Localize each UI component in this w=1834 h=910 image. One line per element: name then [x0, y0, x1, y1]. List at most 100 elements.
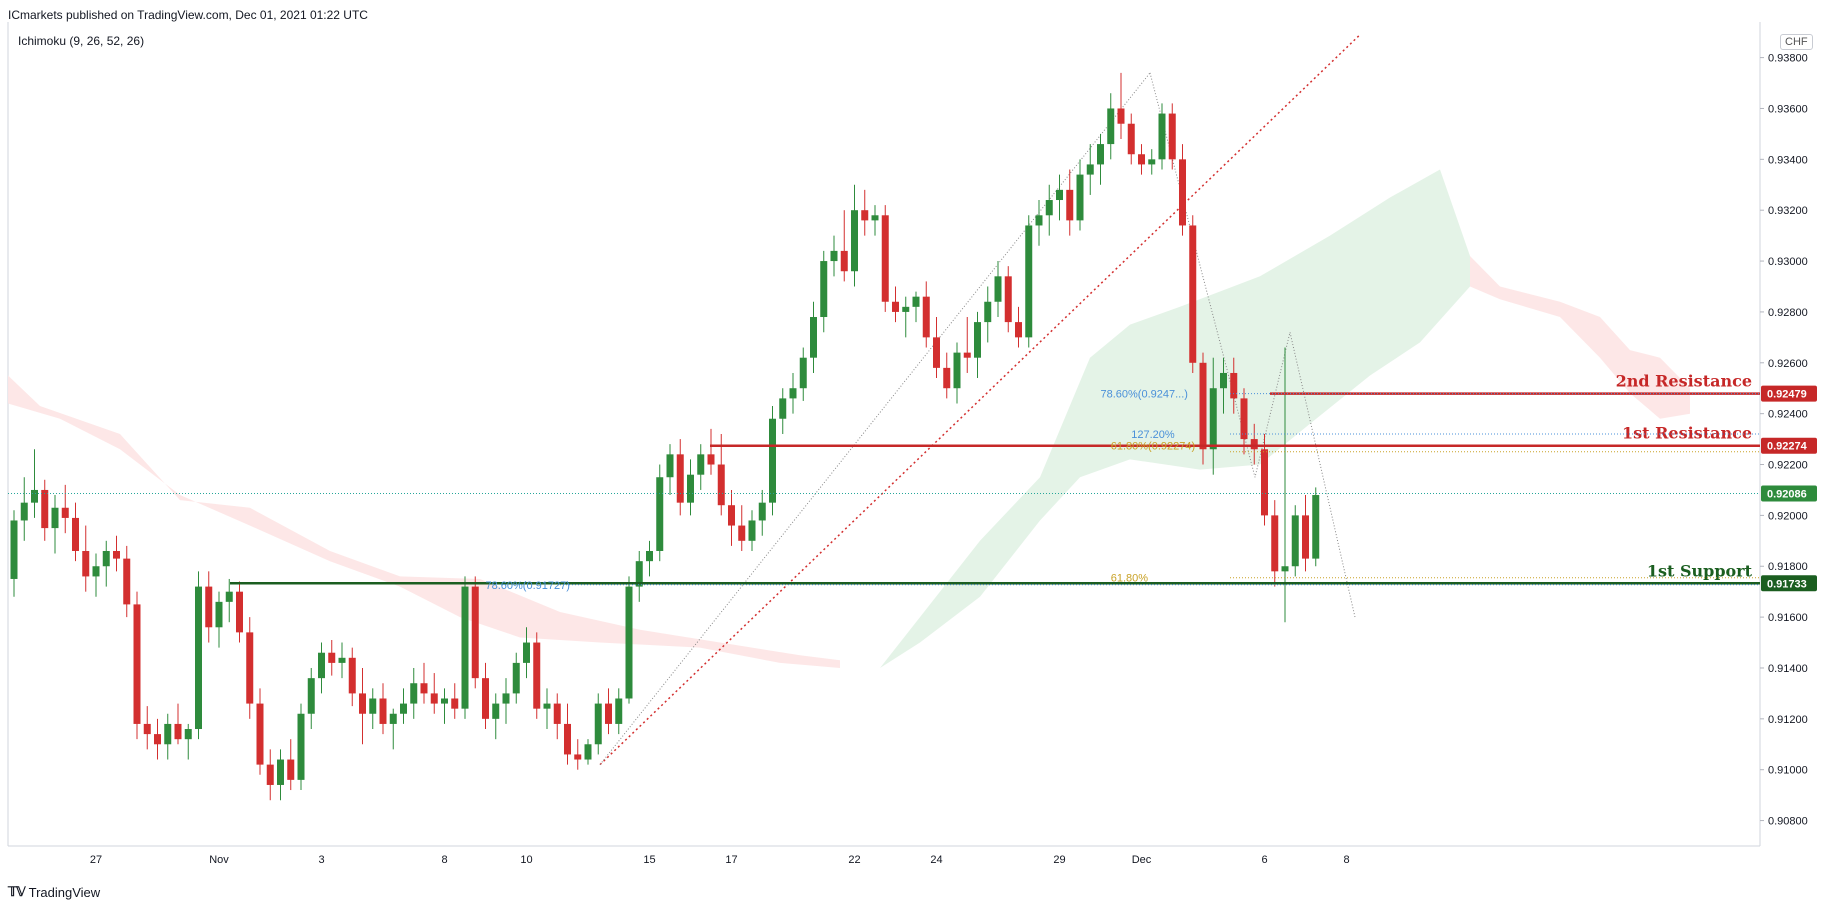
candle-body [143, 723, 151, 735]
candle-body [1066, 189, 1074, 221]
price-tag-bg [1761, 437, 1817, 454]
x-tick-label: 8 [1343, 854, 1349, 866]
candle-body [328, 652, 336, 663]
candle-body [1291, 515, 1299, 567]
candle-body [113, 550, 120, 559]
candle-body [471, 586, 479, 679]
candle-body [635, 561, 643, 587]
candle-body [543, 703, 551, 709]
candle-body [174, 723, 182, 740]
candle-body [707, 454, 715, 465]
candle-body [1035, 215, 1043, 226]
candle-body [912, 296, 920, 307]
x-tick-label: 10 [520, 854, 532, 866]
candle-body [10, 520, 18, 579]
rising-trendline [599, 34, 1361, 766]
y-tick-label: 0.91200 [1768, 714, 1808, 726]
candle-body [1179, 159, 1186, 226]
y-tick-label: 0.91400 [1768, 663, 1808, 675]
fibonacci-labels: 78.60%(0.9247...) 127.20%61.80%(0.92274) 7… [486, 389, 1196, 592]
candle-body [1302, 515, 1309, 559]
candle-body [1045, 200, 1053, 216]
candlestick-series [10, 72, 1320, 801]
candle-body [584, 744, 592, 760]
candle-body [820, 261, 828, 318]
candle-body [779, 398, 787, 419]
y-tick-label: 0.92800 [1768, 307, 1808, 319]
candle-body [287, 759, 295, 780]
candle-body [594, 703, 602, 745]
price-chart[interactable]: 2nd Resistance 0.92479 1st Resistance 0.922… [0, 0, 1834, 880]
candle-body [922, 296, 930, 338]
candle-body [20, 502, 28, 521]
level-label: 1st Resistance [1622, 424, 1752, 443]
x-tick-label: 22 [848, 854, 860, 866]
candle-body [1148, 159, 1156, 165]
candle-body [72, 517, 79, 551]
y-tick-label: 0.93800 [1768, 53, 1808, 65]
x-tick-label: 29 [1053, 854, 1065, 866]
cloud-red-left [8, 375, 840, 668]
y-tick-label: 0.93400 [1768, 154, 1808, 166]
candle-body [215, 601, 223, 628]
candle-body [420, 683, 428, 694]
candle-body [1004, 276, 1012, 323]
fib-leg-2 [1149, 72, 1356, 618]
candle-body [861, 210, 869, 221]
price-tag-text: 0.92479 [1767, 389, 1807, 401]
candle-body [564, 723, 571, 755]
candle-body [1240, 398, 1248, 440]
fib-label: 78.60%(0.9247...) [1101, 389, 1188, 401]
publisher-header: ICmarkets published on TradingView.com, … [8, 8, 368, 22]
candle-body [441, 698, 448, 704]
candle-body [318, 652, 325, 679]
candle-body [512, 662, 520, 694]
candle-body [615, 698, 623, 724]
candle-body [963, 352, 971, 358]
candle-body [1015, 322, 1022, 338]
candle-body [348, 657, 356, 694]
x-tick-label: 24 [930, 854, 942, 866]
candle-body [133, 604, 141, 724]
candle-body [246, 632, 254, 704]
footer-brand: TradingView [28, 884, 101, 900]
y-tick-label: 0.92200 [1768, 460, 1808, 472]
candle-body [830, 250, 838, 262]
candle-body [164, 723, 172, 745]
candle-body [1220, 372, 1227, 389]
candle-body [851, 210, 858, 272]
y-tick-label: 0.93000 [1768, 256, 1808, 268]
candle-body [297, 713, 305, 780]
candle-body [1086, 164, 1094, 175]
indicator-label[interactable]: Ichimoku (9, 26, 52, 26) [18, 34, 145, 48]
y-tick-label: 0.91600 [1768, 612, 1808, 624]
y-tick-label: 0.90800 [1768, 816, 1808, 828]
candle-body [492, 703, 500, 719]
fib-label: 78.60%(0.91727) [486, 580, 570, 592]
currency-badge[interactable]: CHF [1780, 34, 1813, 50]
x-tick-label: Nov [209, 854, 229, 866]
candle-body [307, 678, 315, 714]
fib-label: 61.80% [1111, 573, 1149, 585]
candle-body [1117, 108, 1125, 124]
candle-body [687, 474, 694, 503]
candle-body [625, 586, 633, 699]
candle-body [482, 678, 489, 719]
candle-body [717, 464, 725, 506]
tradingview-logo-icon: 𝕋𝕍 [8, 884, 26, 899]
candle-body [605, 703, 612, 724]
candle-body [410, 683, 418, 704]
x-tick-label: Dec [1132, 854, 1152, 866]
candle-body [400, 703, 407, 714]
x-tick-label: 8 [441, 854, 447, 866]
footer[interactable]: 𝕋𝕍 TradingView [8, 884, 100, 900]
candle-body [666, 454, 674, 478]
candle-body [1281, 566, 1289, 572]
candle-body [974, 322, 981, 358]
x-tick-label: 3 [318, 854, 324, 866]
candle-body [31, 489, 38, 503]
time-axis: 27 Nov 3 8 10 15 17 22 24 29 Dec 6 8 [90, 854, 1350, 866]
candle-body [656, 477, 664, 551]
candle-body [369, 698, 377, 714]
candle-body [338, 657, 346, 663]
